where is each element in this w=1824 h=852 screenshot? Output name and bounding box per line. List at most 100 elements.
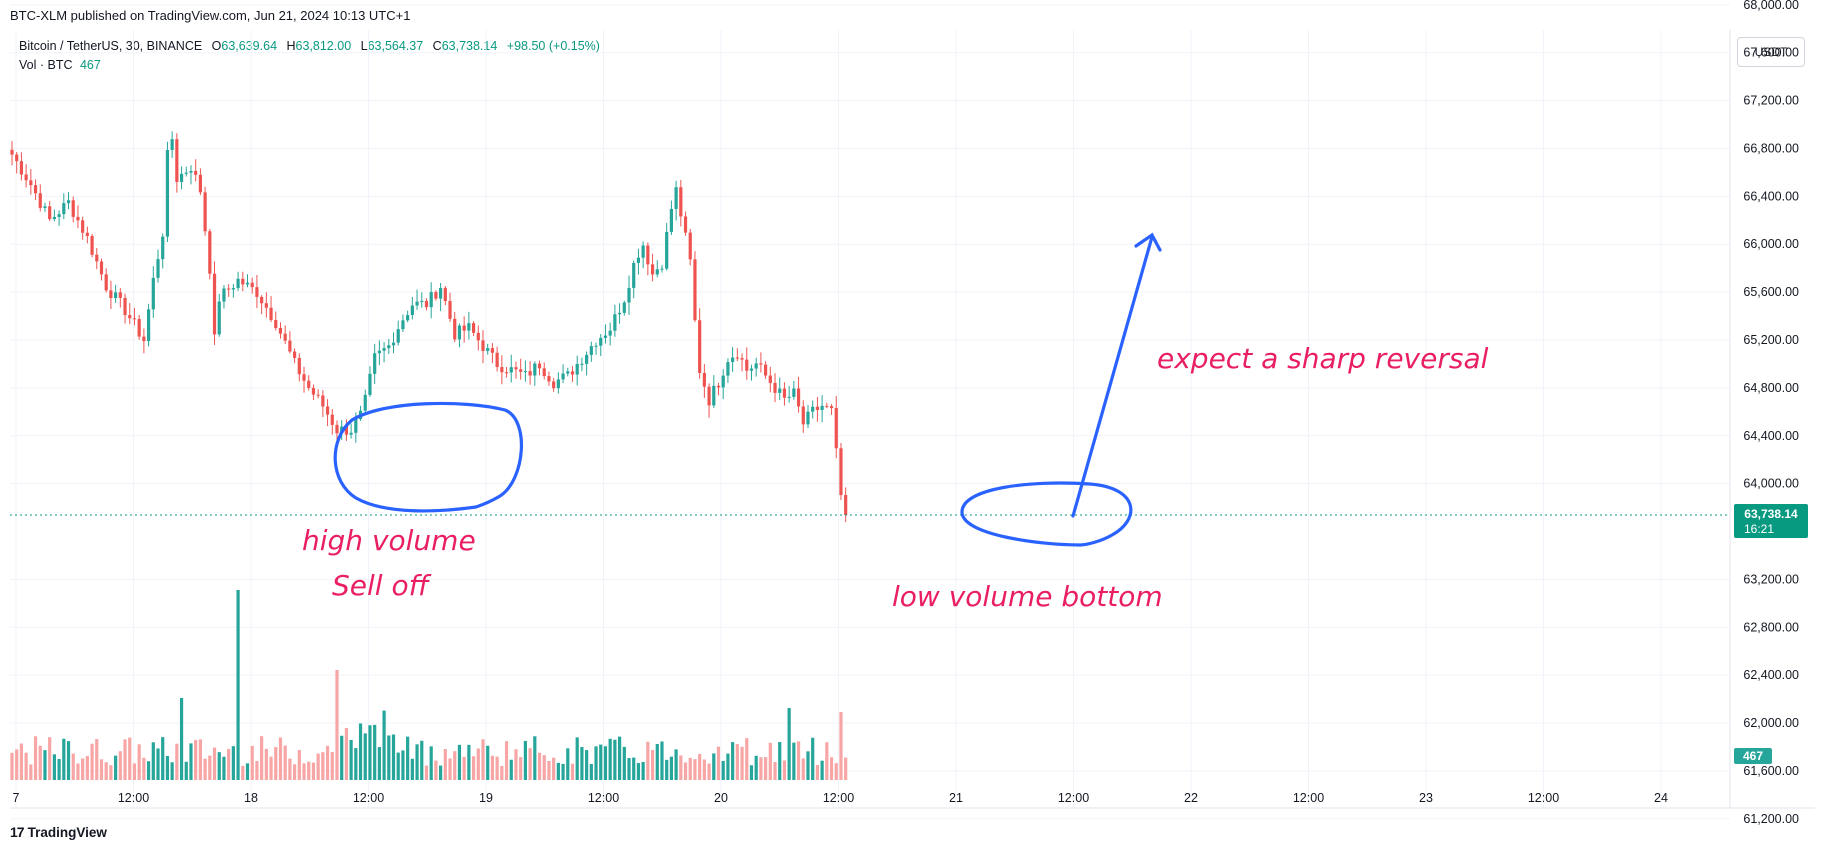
time-axis[interactable]: 7 12:00 18 12:00 19 12:00 20 12:00 21 12:00 22 12:0… — [13, 791, 1668, 805]
candle-body — [471, 323, 476, 333]
volume-bar — [52, 754, 56, 780]
candle-body — [48, 206, 52, 220]
volume-bar — [768, 742, 772, 780]
volume-bar — [340, 735, 344, 780]
volume-bar — [613, 739, 617, 780]
volume-bar — [184, 761, 188, 780]
volume-bar — [250, 745, 254, 780]
price-tick-label: 64,400.00 — [1743, 429, 1799, 443]
volume-bar — [457, 744, 462, 780]
drawings[interactable] — [333, 232, 1162, 547]
volume-bar — [175, 743, 179, 780]
volume-bar — [231, 746, 235, 780]
volume-bar — [401, 750, 405, 780]
volume-bar — [307, 761, 311, 780]
volume-bar — [344, 728, 349, 780]
ohlc-high: H63,812.00 — [286, 39, 352, 53]
brand-name: TradingView — [27, 824, 107, 840]
candle-body — [217, 301, 221, 335]
volume-bar — [85, 756, 89, 780]
currency-button[interactable]: USDT — [1737, 37, 1805, 67]
time-tick-label: 12:00 — [1528, 791, 1559, 805]
volume-label[interactable]: Vol · BTC — [19, 58, 73, 72]
candle-body — [514, 367, 518, 370]
volume-bar — [636, 763, 641, 780]
volume-bar — [109, 765, 113, 780]
volume-bar — [820, 760, 824, 780]
price-tick-label: 66,000.00 — [1743, 237, 1799, 251]
volume-bar — [707, 763, 711, 780]
candle-body — [759, 363, 763, 365]
candle-body — [203, 192, 207, 232]
volume-bar — [363, 733, 367, 780]
volume-bar — [561, 763, 565, 780]
price-axis[interactable]: 68,400.0068,000.0067,600.0067,200.0066,8… — [1743, 0, 1799, 826]
volume-bar — [792, 742, 796, 780]
candle-body — [396, 329, 400, 343]
volume-bar — [815, 764, 820, 780]
footer-brand[interactable]: 17 TradingView — [10, 824, 107, 840]
candle-body — [561, 373, 565, 380]
volume-bar — [311, 762, 316, 780]
annotation-expect-reversal: expect a sharp reversal — [1157, 342, 1489, 375]
volume-bar — [203, 758, 207, 780]
volume-bar — [316, 753, 320, 780]
volume-bar — [542, 755, 546, 780]
time-tick-label: 20 — [714, 791, 728, 805]
volume-bar — [123, 739, 127, 780]
candle-body — [504, 372, 509, 374]
candle-body — [528, 371, 532, 376]
time-tick-label: 21 — [949, 791, 963, 805]
price-tick-label: 66,800.00 — [1743, 141, 1799, 155]
candle-body — [241, 278, 245, 285]
volume-bar — [660, 741, 664, 780]
candle-body — [453, 318, 457, 340]
price-tick-label: 64,000.00 — [1743, 477, 1799, 491]
candle-body — [490, 348, 495, 353]
candle-body — [410, 305, 414, 316]
candle-body — [189, 170, 193, 173]
volume-bar — [161, 737, 165, 780]
candle-body — [156, 259, 160, 278]
circle-high-volume — [333, 401, 524, 513]
volume-bar — [38, 745, 42, 780]
candle-body — [264, 303, 268, 308]
volume-bar — [693, 759, 697, 780]
volume-bar — [15, 749, 19, 780]
price-tick-label: 65,200.00 — [1743, 333, 1799, 347]
candle-body — [146, 309, 151, 342]
candle-body — [566, 371, 570, 374]
volume-bar — [726, 753, 730, 780]
volume-bar — [471, 756, 476, 780]
volume-bar — [293, 764, 297, 780]
candle-body — [585, 354, 589, 364]
volume-bar — [627, 758, 631, 780]
volume-bar — [514, 749, 518, 780]
candle-body — [19, 161, 24, 175]
candle-body — [500, 367, 504, 373]
volume-bar — [10, 752, 14, 780]
candle-body — [81, 220, 85, 233]
volume-bar — [698, 753, 702, 780]
volume-bar — [519, 757, 523, 780]
volume-bar — [778, 742, 782, 780]
candle-body — [650, 264, 655, 275]
volume-bar — [208, 755, 212, 780]
volume-bar — [288, 758, 292, 780]
candle-body — [594, 345, 598, 347]
volume-bar — [655, 744, 659, 780]
volume-bar — [241, 765, 245, 780]
candle-body — [801, 406, 805, 425]
volume-bar — [29, 764, 33, 780]
volume-bar — [669, 756, 673, 780]
volume-bar — [764, 757, 768, 780]
candle-body — [448, 300, 452, 319]
candle-body — [646, 245, 650, 265]
volume-bar — [62, 738, 66, 780]
volume-bar — [490, 755, 495, 780]
volume-bar — [439, 765, 443, 780]
symbol-label[interactable]: Bitcoin / TetherUS, 30, BINANCE — [19, 39, 203, 53]
volume-bar — [81, 758, 85, 780]
candle-body — [726, 362, 730, 376]
